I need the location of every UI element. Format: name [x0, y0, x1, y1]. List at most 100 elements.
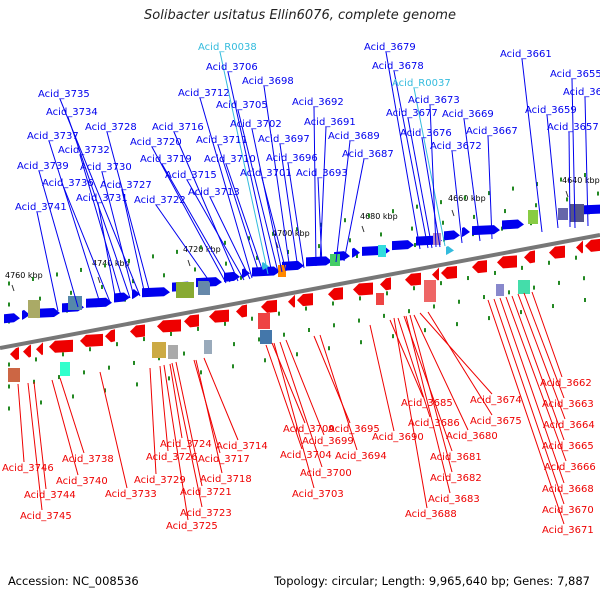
gene-arrow — [142, 287, 170, 298]
track-dot — [224, 240, 226, 245]
track-dot — [332, 301, 334, 306]
gene-arrow — [432, 267, 439, 281]
gene-label: Acid_3702 — [230, 119, 282, 130]
feature-box — [260, 330, 272, 344]
feature-box — [8, 368, 20, 382]
gene-leader-line — [319, 334, 358, 451]
gene-leader-line — [313, 106, 317, 267]
gene-label: Acid_3741 — [15, 202, 67, 213]
feature-box — [152, 342, 166, 358]
gene-arrow — [446, 246, 454, 255]
track-dot — [197, 326, 199, 331]
gene-leader-line — [568, 131, 571, 228]
gene-leader-line — [227, 71, 273, 274]
gene-leader-line — [51, 379, 79, 476]
track-dot — [80, 267, 82, 272]
gene-leader-line — [487, 135, 493, 240]
gene-label: Acid_3718 — [200, 474, 252, 485]
gene-leader-line — [106, 131, 151, 294]
track-dot — [383, 313, 385, 318]
gene-label: Acid_3725 — [166, 521, 218, 532]
gene-leader-line — [413, 314, 469, 431]
gene-arrow — [502, 219, 524, 230]
gene-leader-line — [48, 140, 101, 304]
track-dot — [101, 284, 103, 289]
feature-box — [570, 204, 584, 222]
track-dot — [283, 332, 285, 337]
kbp-tick — [187, 259, 191, 267]
track-dot — [170, 331, 172, 336]
feature-box — [378, 245, 386, 257]
track-dot — [89, 347, 91, 352]
gene-label: Acid_3688 — [405, 509, 457, 520]
gene-label: Acid_3724 — [160, 439, 212, 450]
track-dot — [488, 316, 490, 321]
track-dot — [464, 195, 466, 200]
genome-backbone — [0, 233, 600, 350]
gene-label: Acid_3700 — [300, 468, 352, 479]
gene-arrow — [242, 268, 250, 279]
gene-label: Acid_3662 — [540, 378, 592, 389]
gene-label: Acid_3666 — [544, 462, 596, 473]
track-dot — [552, 304, 554, 309]
track-dot — [494, 270, 496, 275]
track-dot — [368, 213, 370, 218]
gene-leader-line — [273, 342, 315, 489]
gene-arrow — [328, 287, 343, 301]
gene-label: Acid_3670 — [542, 505, 594, 516]
track-dot — [258, 337, 260, 342]
track-dot — [56, 272, 58, 277]
gene-leader-line — [487, 299, 565, 525]
track-dot — [305, 306, 307, 311]
kbp-label: 4700 kbp — [272, 229, 310, 238]
track-dot — [168, 376, 170, 381]
track-dot — [414, 243, 416, 248]
track-dot — [344, 218, 346, 223]
gene-arrow — [105, 329, 115, 343]
gene-leader-line — [209, 196, 251, 280]
gene-label: Acid_3682 — [430, 473, 482, 484]
track-dot — [349, 238, 351, 243]
gene-label: Acid_3715 — [165, 170, 217, 181]
gene-label: Acid_3674 — [470, 395, 522, 406]
gene-arrow — [444, 230, 460, 241]
feature-box — [433, 233, 441, 245]
gene-leader-line — [121, 189, 146, 296]
gene-leader-line — [237, 109, 279, 273]
track-dot — [380, 232, 382, 237]
gene-arrow — [49, 339, 73, 353]
feature-box — [168, 345, 178, 359]
track-dot — [458, 299, 460, 304]
gene-label: Acid_3721 — [180, 487, 232, 498]
gene-leader-line — [505, 296, 567, 462]
feature-box — [204, 340, 212, 354]
gene-label: Acid_3665 — [542, 441, 594, 452]
kbp-label: 4680 kbp — [360, 212, 398, 221]
gene-leader-line — [517, 293, 566, 420]
track-dot — [70, 290, 72, 295]
gene-arrow — [405, 272, 421, 286]
track-dot — [433, 304, 435, 309]
gene-leader-line — [36, 211, 59, 312]
track-dot — [225, 261, 227, 266]
gene-label: Acid_3667 — [466, 126, 518, 137]
gene-label: Acid_3678 — [372, 61, 424, 72]
gene-label: Acid_3683 — [428, 494, 480, 505]
gene-arrow — [582, 204, 600, 215]
gene-leader-line — [175, 361, 203, 487]
gene-label: Acid_3693 — [296, 168, 348, 179]
gene-leader-line — [217, 144, 261, 277]
track-dot — [467, 276, 469, 281]
gene-leader-line — [493, 298, 565, 505]
gene-leader-line — [199, 97, 253, 279]
track-dot — [521, 265, 523, 270]
gene-leader-line — [279, 143, 299, 270]
gene-leader-line — [186, 179, 245, 281]
gene-label: Acid_3677 — [386, 108, 438, 119]
gene-label: Acid_3735 — [38, 89, 90, 100]
gene-leader-line — [163, 364, 189, 521]
kbp-tick — [361, 225, 365, 233]
track-dot — [251, 316, 253, 321]
gene-leader-line — [151, 146, 227, 284]
